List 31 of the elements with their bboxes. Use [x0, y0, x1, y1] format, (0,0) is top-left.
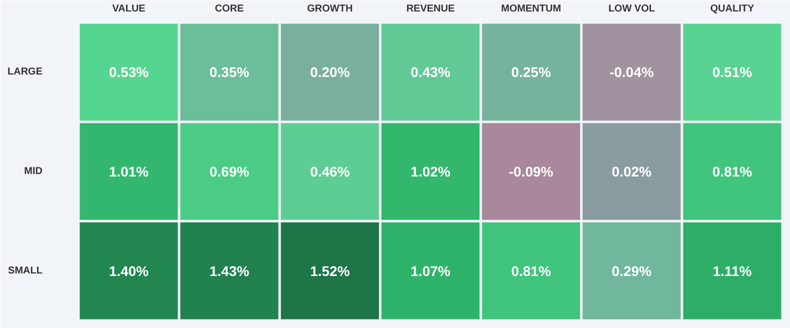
data-label: 0.35%: [210, 64, 250, 80]
data-label: 0.81%: [511, 262, 552, 279]
data-label: 1.07%: [410, 262, 451, 279]
data-label: 1.01%: [108, 164, 150, 180]
data-label: 0.69%: [210, 164, 250, 180]
x-tick-label: MOMENTUM: [501, 4, 562, 14]
x-tick-label: GROWTH: [307, 4, 353, 14]
data-label: 0.43%: [410, 64, 451, 80]
x-tick-label: QUALITY: [710, 4, 754, 14]
data-label: 0.46%: [310, 164, 350, 180]
data-label: 0.20%: [310, 64, 350, 80]
y-tick-label: SMALL: [8, 265, 43, 276]
data-label: 1.40%: [108, 262, 150, 279]
x-tick-label: VALUE: [112, 4, 146, 14]
data-label: 0.81%: [712, 164, 753, 180]
data-label: -0.09%: [508, 164, 554, 180]
x-tick-label: CORE: [214, 4, 244, 14]
data-label: 1.52%: [310, 262, 350, 279]
data-label: 0.29%: [612, 262, 652, 279]
data-label: 0.51%: [712, 64, 753, 80]
y-tick-label: LARGE: [8, 66, 43, 78]
data-label: 0.53%: [108, 64, 150, 80]
data-label: 1.11%: [712, 262, 752, 279]
y-tick-label: MID: [24, 166, 43, 177]
data-label: 0.25%: [511, 64, 552, 80]
x-tick-label: LOW VOL: [608, 4, 655, 14]
x-tick-label: REVENUE: [406, 4, 455, 14]
data-label: 1.02%: [410, 164, 451, 180]
data-label: -0.04%: [609, 64, 654, 80]
data-label: 1.43%: [210, 262, 250, 279]
data-label: 0.02%: [612, 164, 652, 180]
